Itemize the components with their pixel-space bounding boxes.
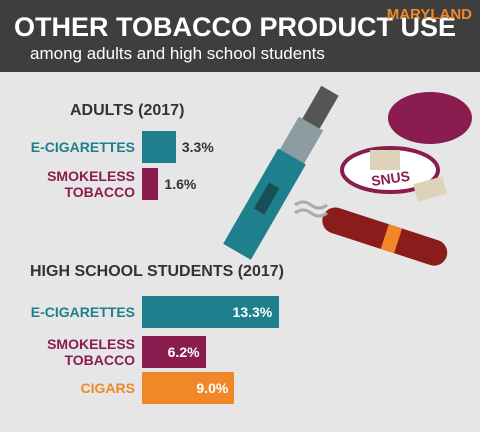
bar xyxy=(142,336,206,368)
category-label: CIGARS xyxy=(80,380,135,396)
bar xyxy=(142,296,279,328)
category-label: E-CIGARETTES xyxy=(30,304,135,320)
category-label: SMOKELESS TOBACCO xyxy=(47,168,135,200)
header-band xyxy=(0,0,480,72)
vape-tank xyxy=(278,116,324,166)
bar xyxy=(142,168,159,200)
snus-tin: SNUS xyxy=(340,92,472,202)
cigar xyxy=(322,207,448,266)
region: MARYLAND xyxy=(386,6,472,23)
value-label: 6.2% xyxy=(167,344,200,360)
vape-pen xyxy=(223,85,339,260)
bar xyxy=(142,372,235,404)
value-label: 9.0% xyxy=(196,380,229,396)
section-title: ADULTS (2017) xyxy=(70,102,185,119)
tin-lid xyxy=(388,92,472,144)
category-label: E-CIGARETTES xyxy=(30,139,135,155)
value-label: 3.3% xyxy=(181,139,214,155)
value-label: 13.3% xyxy=(232,304,273,320)
snus-label: SNUS xyxy=(370,168,411,189)
title: OTHER TOBACCO PRODUCT USE xyxy=(14,12,457,42)
vape-button xyxy=(253,182,280,215)
cigar-band xyxy=(380,224,403,254)
subtitle: among adults and high school students xyxy=(30,44,325,63)
section-title: HIGH SCHOOL STUDENTS (2017) xyxy=(30,263,284,280)
value-label: 1.6% xyxy=(164,176,197,192)
pouch xyxy=(413,176,447,202)
category-label: SMOKELESS TOBACCO xyxy=(47,336,135,368)
bar xyxy=(142,131,176,163)
pouch xyxy=(370,150,400,170)
vape-tip xyxy=(301,85,339,131)
smoke xyxy=(294,200,328,218)
